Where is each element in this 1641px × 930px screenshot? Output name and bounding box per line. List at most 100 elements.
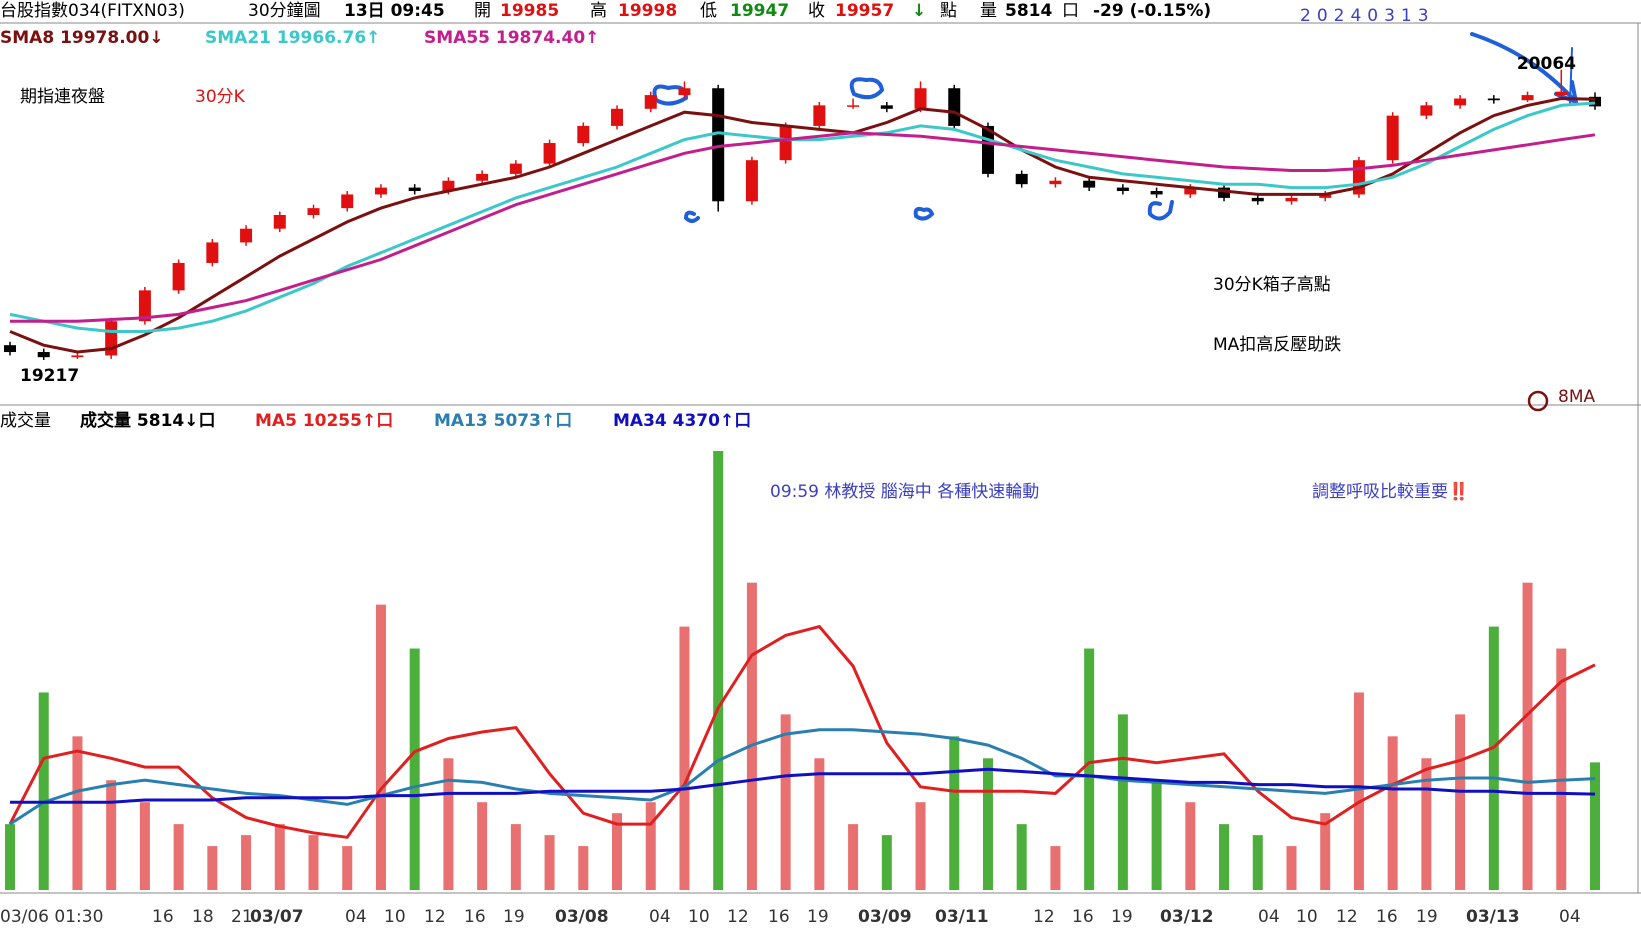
- volume-bar: [881, 835, 892, 890]
- volume-bar: [915, 802, 926, 890]
- header-item: 19985: [500, 1, 559, 21]
- x-tick-label: 04: [1258, 907, 1280, 927]
- x-tick-label: 03/09: [858, 907, 912, 927]
- header-item: 高: [590, 1, 607, 21]
- candle-body: [509, 163, 522, 174]
- annotation: MA扣高反壓助跌: [1213, 335, 1341, 355]
- x-tick-label: 03/13: [1466, 907, 1520, 927]
- candle-body: [779, 125, 792, 161]
- candle-body: [71, 355, 84, 358]
- volume-bar: [713, 450, 724, 890]
- x-tick-label: 19: [503, 907, 525, 927]
- volume-bar: [1219, 824, 1230, 890]
- header-item: 低: [700, 1, 717, 21]
- candle-body: [1218, 187, 1231, 198]
- header-item: 19957: [835, 1, 894, 21]
- volume-bar: [848, 824, 859, 890]
- x-tick-label: 04: [1559, 907, 1581, 927]
- header-item: 19947: [730, 1, 789, 21]
- candle-body: [543, 143, 556, 164]
- volume-bar: [982, 758, 993, 890]
- annotation: 期指連夜盤: [20, 87, 105, 107]
- volume-ma-line: [10, 767, 1596, 804]
- volume-bar: [1252, 835, 1263, 890]
- header-item: 13日 09:45: [344, 1, 445, 21]
- ma-line: [9, 96, 1596, 354]
- candle-body: [611, 108, 624, 126]
- volume-bar: [72, 736, 83, 890]
- x-tick-label: 03/12: [1160, 907, 1214, 927]
- candle-body: [880, 105, 893, 109]
- volume-bar: [477, 802, 488, 890]
- header-item: 30分鐘圖: [248, 1, 321, 21]
- ma-line: [10, 131, 1596, 323]
- volume-bar: [207, 846, 218, 890]
- candle-body: [1386, 115, 1399, 161]
- volume-bar: [1286, 846, 1297, 890]
- annotation: 19217: [20, 366, 79, 386]
- candle-body: [813, 105, 826, 126]
- candle-body: [1083, 180, 1096, 188]
- candle-body: [948, 88, 961, 126]
- candle-body: [374, 187, 387, 195]
- candle-body: [1015, 173, 1028, 185]
- candle-body: [678, 88, 691, 96]
- ma-line: [9, 101, 1596, 333]
- header-item: 量: [980, 1, 997, 21]
- header-item: -29 (-0.15%): [1093, 1, 1211, 21]
- volume-bar: [139, 802, 150, 890]
- x-tick-label: 03/08: [555, 907, 609, 927]
- legend-entry: MA5 10255↑口: [255, 411, 393, 431]
- volume-bar: [578, 846, 589, 890]
- volume-bar: [1353, 692, 1364, 890]
- x-tick-label: 19: [1416, 907, 1438, 927]
- candle-body: [138, 290, 151, 322]
- hand-arrow-head: [1554, 80, 1579, 106]
- x-tick-label: 21: [231, 907, 253, 927]
- volume-bar: [544, 835, 555, 890]
- x-tick-label: 12: [424, 907, 446, 927]
- volume-bar: [409, 648, 420, 890]
- volume-bar: [1084, 648, 1095, 890]
- volume-bar: [645, 802, 656, 890]
- volume-bar: [1320, 813, 1331, 890]
- annotation: 30分K: [195, 87, 246, 107]
- volume-bar: [5, 824, 15, 890]
- x-tick-label: 16: [768, 907, 790, 927]
- volume-bar: [1590, 762, 1600, 890]
- x-tick-label: 04: [345, 907, 367, 927]
- candle-body: [1049, 180, 1062, 185]
- candle-body: [307, 208, 320, 215]
- header-item: 19998: [618, 1, 677, 21]
- header-item: ↓: [912, 1, 926, 21]
- x-tick-label: 16: [1072, 907, 1094, 927]
- header-item: 台股指數034(FITXN03): [0, 1, 185, 21]
- volume-bar: [746, 582, 757, 890]
- header-item: 點: [940, 1, 957, 21]
- volume-bar: [1421, 758, 1432, 890]
- candle-body: [442, 180, 455, 192]
- hand-circle: [1147, 200, 1174, 221]
- volume-bar: [1185, 802, 1196, 890]
- candle-body: [341, 194, 354, 209]
- volume-bar: [443, 758, 454, 890]
- x-tick-label: 16: [1376, 907, 1398, 927]
- x-tick-label: 10: [384, 907, 406, 927]
- volume-bar: [106, 780, 117, 890]
- volume-ma-line: [8, 624, 1596, 839]
- x-tick-label: 12: [727, 907, 749, 927]
- candle-body: [1150, 191, 1163, 195]
- candle-body: [1251, 197, 1264, 202]
- candle-body: [4, 345, 16, 353]
- candle-body: [240, 228, 253, 243]
- volume-bar: [274, 824, 285, 890]
- hand-circle: [683, 210, 700, 223]
- header-item: 5814: [1005, 1, 1052, 21]
- volume-ma-line: [9, 728, 1596, 826]
- x-tick-label: 19: [1111, 907, 1133, 927]
- volume-bar: [38, 692, 49, 890]
- x-tick-label: 19: [807, 907, 829, 927]
- candle-body: [1487, 98, 1500, 101]
- annotation: 8MA: [1558, 387, 1595, 407]
- candle-body: [1589, 96, 1601, 107]
